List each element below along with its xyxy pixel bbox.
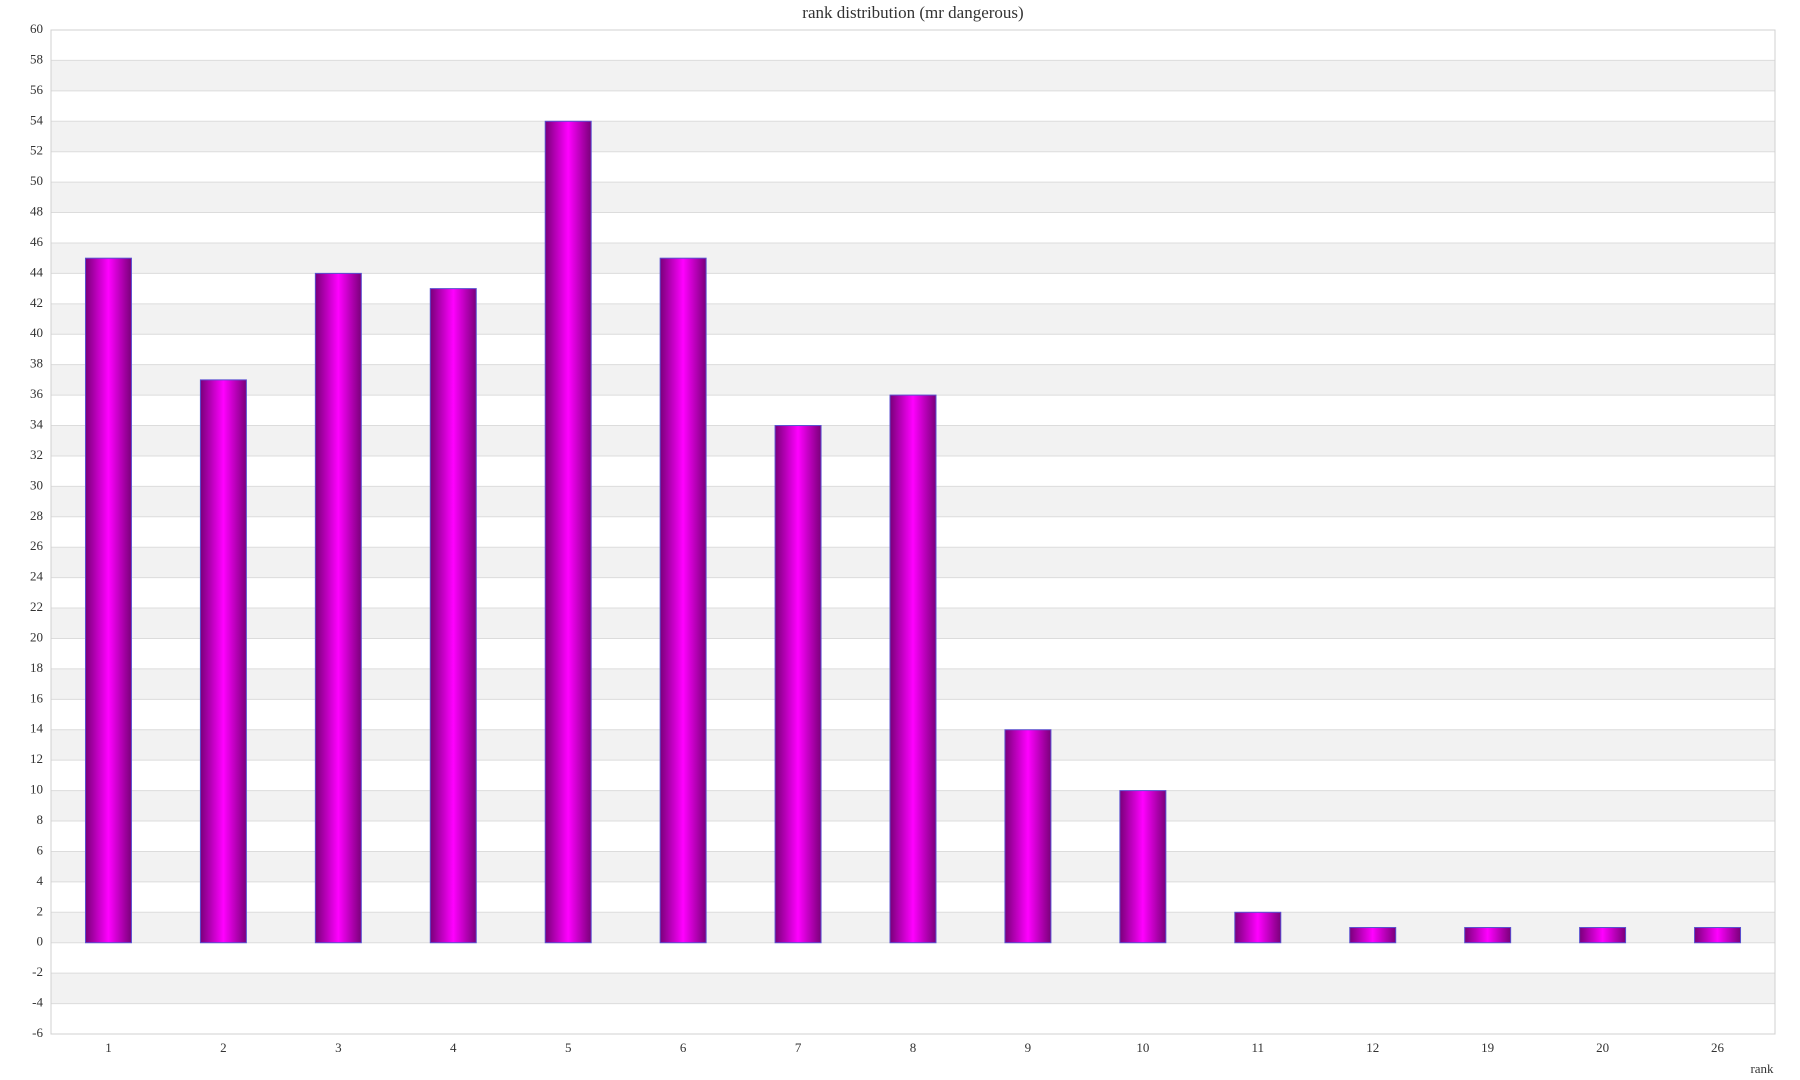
- x-tick-label: 20: [1596, 1040, 1609, 1055]
- band: [51, 364, 1775, 396]
- x-tick-label: 11: [1252, 1040, 1265, 1055]
- bar: [429, 288, 477, 944]
- x-tick-label: 26: [1711, 1040, 1725, 1055]
- y-tick-label: -6: [32, 1025, 43, 1040]
- y-tick-label: 6: [37, 842, 44, 857]
- y-tick-label: 8: [37, 812, 44, 827]
- x-tick-label: 3: [335, 1040, 342, 1055]
- band: [51, 973, 1775, 1004]
- x-tick-label: 1: [105, 1040, 112, 1055]
- bar: [889, 394, 937, 944]
- bar: [199, 379, 247, 944]
- y-tick-label: 50: [30, 173, 43, 188]
- y-tick-label: 20: [30, 629, 43, 644]
- band: [51, 303, 1775, 335]
- y-tick-label: 48: [30, 204, 43, 219]
- x-tick-label: 7: [795, 1040, 802, 1055]
- bar: [1004, 729, 1052, 944]
- y-tick-label: 56: [30, 82, 44, 97]
- band: [51, 60, 1775, 91]
- x-tick-label: 4: [450, 1040, 457, 1055]
- bar: [84, 257, 132, 944]
- y-tick-label: 34: [30, 416, 44, 431]
- y-tick-label: 30: [30, 477, 43, 492]
- plot-frame: [50, 29, 1776, 1035]
- y-tick-label: 58: [30, 51, 43, 66]
- bar: [1234, 911, 1282, 944]
- y-tick-label: 4: [37, 873, 44, 888]
- band: [51, 242, 1775, 274]
- y-tick-label: 28: [30, 508, 43, 523]
- bar: [1694, 927, 1742, 944]
- y-tick-label: 32: [30, 447, 43, 462]
- y-tick-label: 14: [30, 721, 44, 736]
- y-tick-label: 42: [30, 295, 43, 310]
- bar: [544, 120, 592, 944]
- x-tick-label: 10: [1136, 1040, 1149, 1055]
- y-tick-label: 16: [30, 690, 44, 705]
- y-tick-label: 22: [30, 599, 43, 614]
- y-tick-label: 54: [30, 112, 44, 127]
- y-tick-label: 12: [30, 751, 43, 766]
- bar: [1579, 927, 1627, 944]
- y-tick-label: -4: [32, 995, 43, 1010]
- y-tick-label: 46: [30, 234, 44, 249]
- x-tick-label: 9: [1025, 1040, 1032, 1055]
- x-tick-label: 6: [680, 1040, 687, 1055]
- y-tick-label: 38: [30, 356, 43, 371]
- x-tick-label: 19: [1481, 1040, 1494, 1055]
- y-tick-label: 40: [30, 325, 43, 340]
- bar: [774, 425, 822, 944]
- bar: [1349, 927, 1397, 944]
- bar: [1464, 927, 1512, 944]
- y-tick-label: 52: [30, 143, 43, 158]
- y-tick-label: 2: [37, 903, 44, 918]
- y-tick-label: 18: [30, 660, 43, 675]
- bar: [1119, 790, 1167, 944]
- x-axis-label: rank: [1750, 1061, 1774, 1076]
- x-tick-label: 5: [565, 1040, 572, 1055]
- x-tick-label: 12: [1366, 1040, 1379, 1055]
- y-tick-label: 60: [30, 21, 43, 36]
- y-tick-label: -2: [32, 964, 43, 979]
- y-tick-label: 26: [30, 538, 44, 553]
- y-tick-label: 24: [30, 569, 44, 584]
- y-tick-label: 36: [30, 386, 44, 401]
- bar: [659, 257, 707, 944]
- x-tick-label: 2: [220, 1040, 227, 1055]
- band: [51, 182, 1775, 213]
- chart-title: rank distribution (mr dangerous): [802, 3, 1023, 22]
- y-tick-label: 10: [30, 782, 43, 797]
- y-tick-label: 44: [30, 264, 44, 279]
- x-tick-label: 8: [910, 1040, 917, 1055]
- bar: [314, 272, 362, 944]
- band: [51, 121, 1775, 152]
- y-tick-label: 0: [37, 934, 44, 949]
